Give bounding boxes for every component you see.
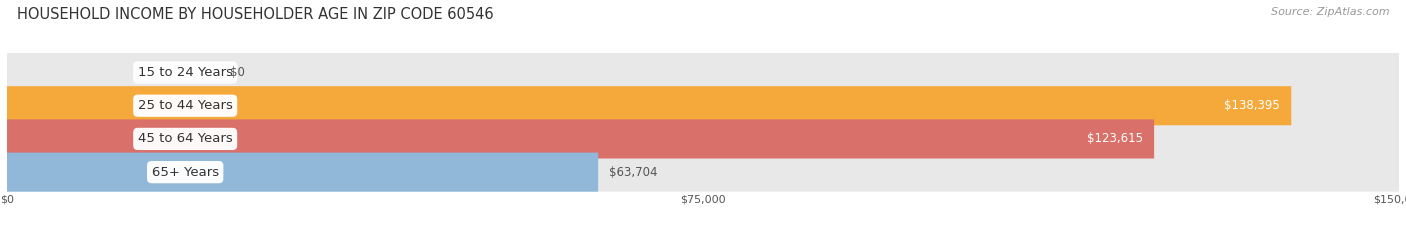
Text: Source: ZipAtlas.com: Source: ZipAtlas.com: [1271, 7, 1389, 17]
FancyBboxPatch shape: [7, 153, 1399, 192]
Text: 25 to 44 Years: 25 to 44 Years: [138, 99, 232, 112]
Text: 65+ Years: 65+ Years: [152, 166, 219, 179]
FancyBboxPatch shape: [7, 119, 1154, 158]
Text: 45 to 64 Years: 45 to 64 Years: [138, 132, 232, 145]
FancyBboxPatch shape: [7, 153, 598, 192]
FancyBboxPatch shape: [7, 86, 1399, 125]
FancyBboxPatch shape: [7, 119, 1399, 158]
FancyBboxPatch shape: [7, 53, 1399, 92]
Text: 15 to 24 Years: 15 to 24 Years: [138, 66, 233, 79]
Text: $63,704: $63,704: [609, 166, 658, 179]
FancyBboxPatch shape: [7, 86, 1291, 125]
Text: $0: $0: [229, 66, 245, 79]
Text: $138,395: $138,395: [1225, 99, 1279, 112]
Text: HOUSEHOLD INCOME BY HOUSEHOLDER AGE IN ZIP CODE 60546: HOUSEHOLD INCOME BY HOUSEHOLDER AGE IN Z…: [17, 7, 494, 22]
Text: $123,615: $123,615: [1087, 132, 1143, 145]
